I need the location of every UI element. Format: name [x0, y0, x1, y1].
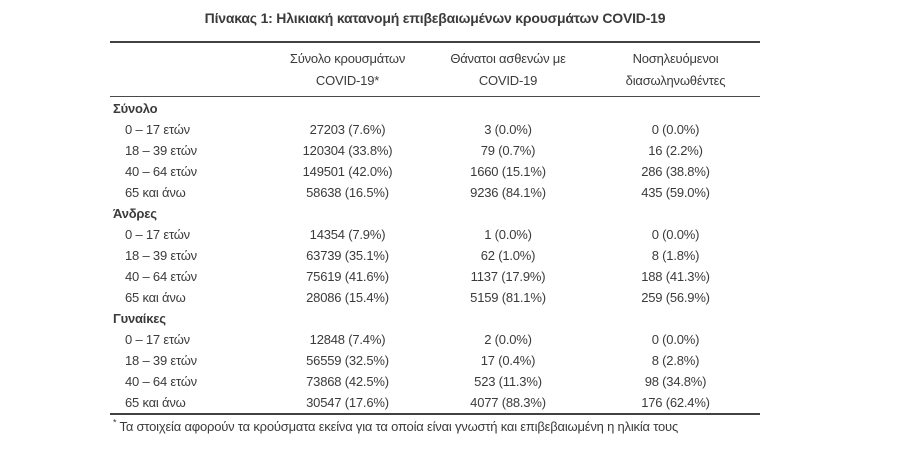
section-row-men: Άνδρες: [110, 203, 760, 224]
column-header-line: COVID-19: [478, 73, 538, 88]
table-row: 40 – 64 ετών 73868 (42.5%) 523 (11.3%) 9…: [110, 371, 760, 392]
age-group-cell: 40 – 64 ετών: [125, 269, 197, 284]
age-group-cell: 18 – 39 ετών: [125, 143, 197, 158]
intubated-cell: 8 (2.8%): [651, 353, 700, 368]
intubated-cell: 0 (0.0%): [651, 122, 700, 137]
deaths-cell: 1137 (17.9%): [470, 269, 546, 284]
intubated-cell: 176 (62.4%): [641, 395, 710, 410]
deaths-cell: 1660 (15.1%): [470, 164, 546, 179]
cases-cell: 149501 (42.0%): [302, 164, 393, 179]
deaths-cell: 4077 (88.3%): [470, 395, 546, 410]
age-group-cell: 18 – 39 ετών: [125, 248, 197, 263]
table-footnote: * Τα στοιχεία αφορούν τα κρούσματα εκείν…: [110, 418, 760, 436]
age-group-cell: 0 – 17 ετών: [125, 227, 190, 242]
deaths-cell: 1 (0.0%): [484, 227, 532, 242]
intubated-cell: 98 (34.8%): [644, 374, 707, 389]
age-group-cell: 0 – 17 ετών: [125, 332, 190, 347]
intubated-cell: 259 (56.9%): [641, 290, 710, 305]
cases-cell: 56559 (32.5%): [306, 353, 389, 368]
table-row: 65 και άνω 28086 (15.4%) 5159 (81.1%) 25…: [110, 287, 760, 308]
column-header-line: COVID-19*: [315, 73, 380, 88]
table-row: 18 – 39 ετών 56559 (32.5%) 17 (0.4%) 8 (…: [110, 350, 760, 371]
deaths-cell: 17 (0.4%): [480, 353, 536, 368]
column-header-intubated: Νοσηλευόμενοι διασωληνωθέντες: [591, 42, 760, 97]
deaths-cell: 3 (0.0%): [484, 122, 532, 137]
deaths-cell: 79 (0.7%): [480, 143, 536, 158]
deaths-cell: 2 (0.0%): [484, 332, 532, 347]
table-row: 40 – 64 ετών 149501 (42.0%) 1660 (15.1%)…: [110, 161, 760, 182]
intubated-cell: 286 (38.8%): [641, 164, 710, 179]
table-block: Πίνακας 1: Ηλικιακή κατανομή επιβεβαιωμέ…: [110, 8, 760, 436]
footnote-asterisk: *: [113, 417, 117, 428]
cases-cell: 30547 (17.6%): [306, 395, 389, 410]
intubated-cell: 435 (59.0%): [641, 185, 710, 200]
intubated-cell: 188 (41.3%): [641, 269, 710, 284]
intubated-cell: 0 (0.0%): [651, 332, 700, 347]
cases-cell: 120304 (33.8%): [302, 143, 393, 158]
age-group-cell: 40 – 64 ετών: [125, 374, 197, 389]
table-row: 18 – 39 ετών 63739 (35.1%) 62 (1.0%) 8 (…: [110, 245, 760, 266]
deaths-cell: 523 (11.3%): [474, 374, 542, 389]
table-row: 40 – 64 ετών 75619 (41.6%) 1137 (17.9%) …: [110, 266, 760, 287]
cases-cell: 63739 (35.1%): [306, 248, 389, 263]
column-header-line: διασωληνωθέντες: [625, 73, 726, 88]
deaths-cell: 9236 (84.1%): [470, 185, 546, 200]
table-row: 65 και άνω 30547 (17.6%) 4077 (88.3%) 17…: [110, 392, 760, 414]
deaths-cell: 62 (1.0%): [480, 248, 536, 263]
section-label: Άνδρες: [113, 206, 157, 221]
column-header-line: Σύνολο κρουσμάτων: [289, 51, 406, 66]
footnote-text: Τα στοιχεία αφορούν τα κρούσματα εκείνα …: [119, 419, 679, 434]
table-row: 0 – 17 ετών 27203 (7.6%) 3 (0.0%) 0 (0.0…: [110, 119, 760, 140]
age-group-cell: 65 και άνω: [125, 395, 186, 410]
section-label: Σύνολο: [113, 101, 158, 116]
intubated-cell: 16 (2.2%): [648, 143, 703, 158]
table-row: 18 – 39 ετών 120304 (33.8%) 79 (0.7%) 16…: [110, 140, 760, 161]
age-group-cell: 65 και άνω: [125, 185, 186, 200]
table-title: Πίνακας 1: Ηλικιακή κατανομή επιβεβαιωμέ…: [204, 10, 666, 26]
cases-cell: 12848 (7.4%): [309, 332, 386, 347]
column-header-line: Θάνατοι ασθενών με: [450, 51, 566, 66]
age-group-cell: 0 – 17 ετών: [125, 122, 190, 137]
age-group-cell: 18 – 39 ετών: [125, 353, 197, 368]
deaths-cell: 5159 (81.1%): [470, 290, 546, 305]
table-body: Σύνολο 0 – 17 ετών 27203 (7.6%) 3 (0.0%)…: [110, 97, 760, 415]
section-label: Γυναίκες: [113, 311, 166, 326]
intubated-cell: 8 (1.8%): [651, 248, 700, 263]
cases-cell: 73868 (42.5%): [306, 374, 389, 389]
table-row: 65 και άνω 58638 (16.5%) 9236 (84.1%) 43…: [110, 182, 760, 203]
column-header-empty: [110, 42, 270, 97]
cases-cell: 75619 (41.6%): [306, 269, 389, 284]
section-row-women: Γυναίκες: [110, 308, 760, 329]
intubated-cell: 0 (0.0%): [651, 227, 700, 242]
column-header-total-cases: Σύνολο κρουσμάτων COVID-19*: [270, 42, 425, 97]
section-row-total: Σύνολο: [110, 97, 760, 120]
table-row: 0 – 17 ετών 12848 (7.4%) 2 (0.0%) 0 (0.0…: [110, 329, 760, 350]
cases-cell: 14354 (7.9%): [309, 227, 386, 242]
table-row: 0 – 17 ετών 14354 (7.9%) 1 (0.0%) 0 (0.0…: [110, 224, 760, 245]
column-header-deaths: Θάνατοι ασθενών με COVID-19: [425, 42, 591, 97]
cases-cell: 58638 (16.5%): [306, 185, 389, 200]
age-group-cell: 65 και άνω: [125, 290, 186, 305]
cases-cell: 27203 (7.6%): [309, 122, 386, 137]
age-group-cell: 40 – 64 ετών: [125, 164, 197, 179]
column-header-line: Νοσηλευόμενοι: [632, 51, 719, 66]
table-header: Σύνολο κρουσμάτων COVID-19* Θάνατοι ασθε…: [110, 42, 760, 97]
covid-age-distribution-table: Σύνολο κρουσμάτων COVID-19* Θάνατοι ασθε…: [110, 41, 760, 415]
cases-cell: 28086 (15.4%): [306, 290, 389, 305]
